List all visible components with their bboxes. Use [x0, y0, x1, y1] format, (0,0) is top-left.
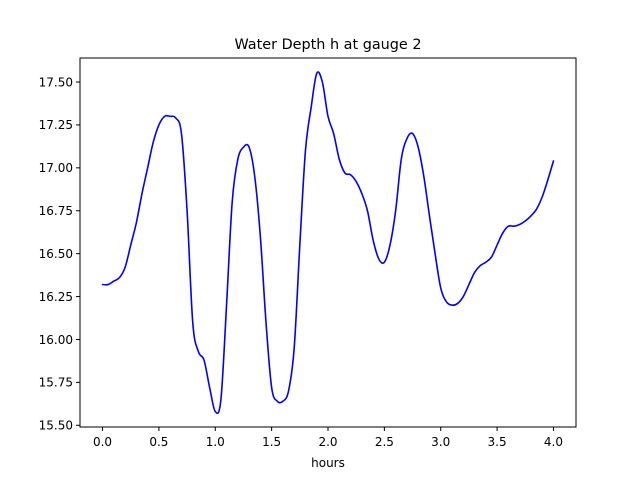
y-tick-label: 16.75 [39, 204, 73, 218]
x-tick-label: 0.0 [93, 435, 112, 449]
x-tick-label: 1.0 [206, 435, 225, 449]
series-line [101, 71, 555, 415]
x-tick-label: 0.5 [149, 435, 168, 449]
y-tick-label: 16.00 [39, 333, 73, 347]
x-axis-label: hours [311, 456, 345, 470]
y-tick-label: 15.50 [39, 419, 73, 433]
y-tick-label: 16.50 [39, 247, 73, 261]
x-tick-label: 4.0 [544, 435, 563, 449]
y-tick-label: 15.75 [39, 376, 73, 390]
x-tick-label: 3.5 [488, 435, 507, 449]
y-tick-label: 17.00 [39, 161, 73, 175]
y-tick-label: 16.25 [39, 290, 73, 304]
y-tick-label: 17.25 [39, 118, 73, 132]
y-axis: 15.50 15.75 16.00 16.25 16.50 16.75 17.00 17.25… [39, 75, 80, 433]
x-tick-label: 2.5 [375, 435, 394, 449]
x-axis: 0.0 0.5 1.0 1.5 2.0 2.5 3.0 3.5 4.0 [93, 427, 563, 449]
x-tick-label: 1.5 [262, 435, 281, 449]
chart-title: Water Depth h at gauge 2 [234, 37, 421, 53]
y-tick-label: 17.50 [39, 75, 73, 89]
x-tick-label: 2.0 [318, 435, 337, 449]
x-tick-label: 3.0 [431, 435, 450, 449]
